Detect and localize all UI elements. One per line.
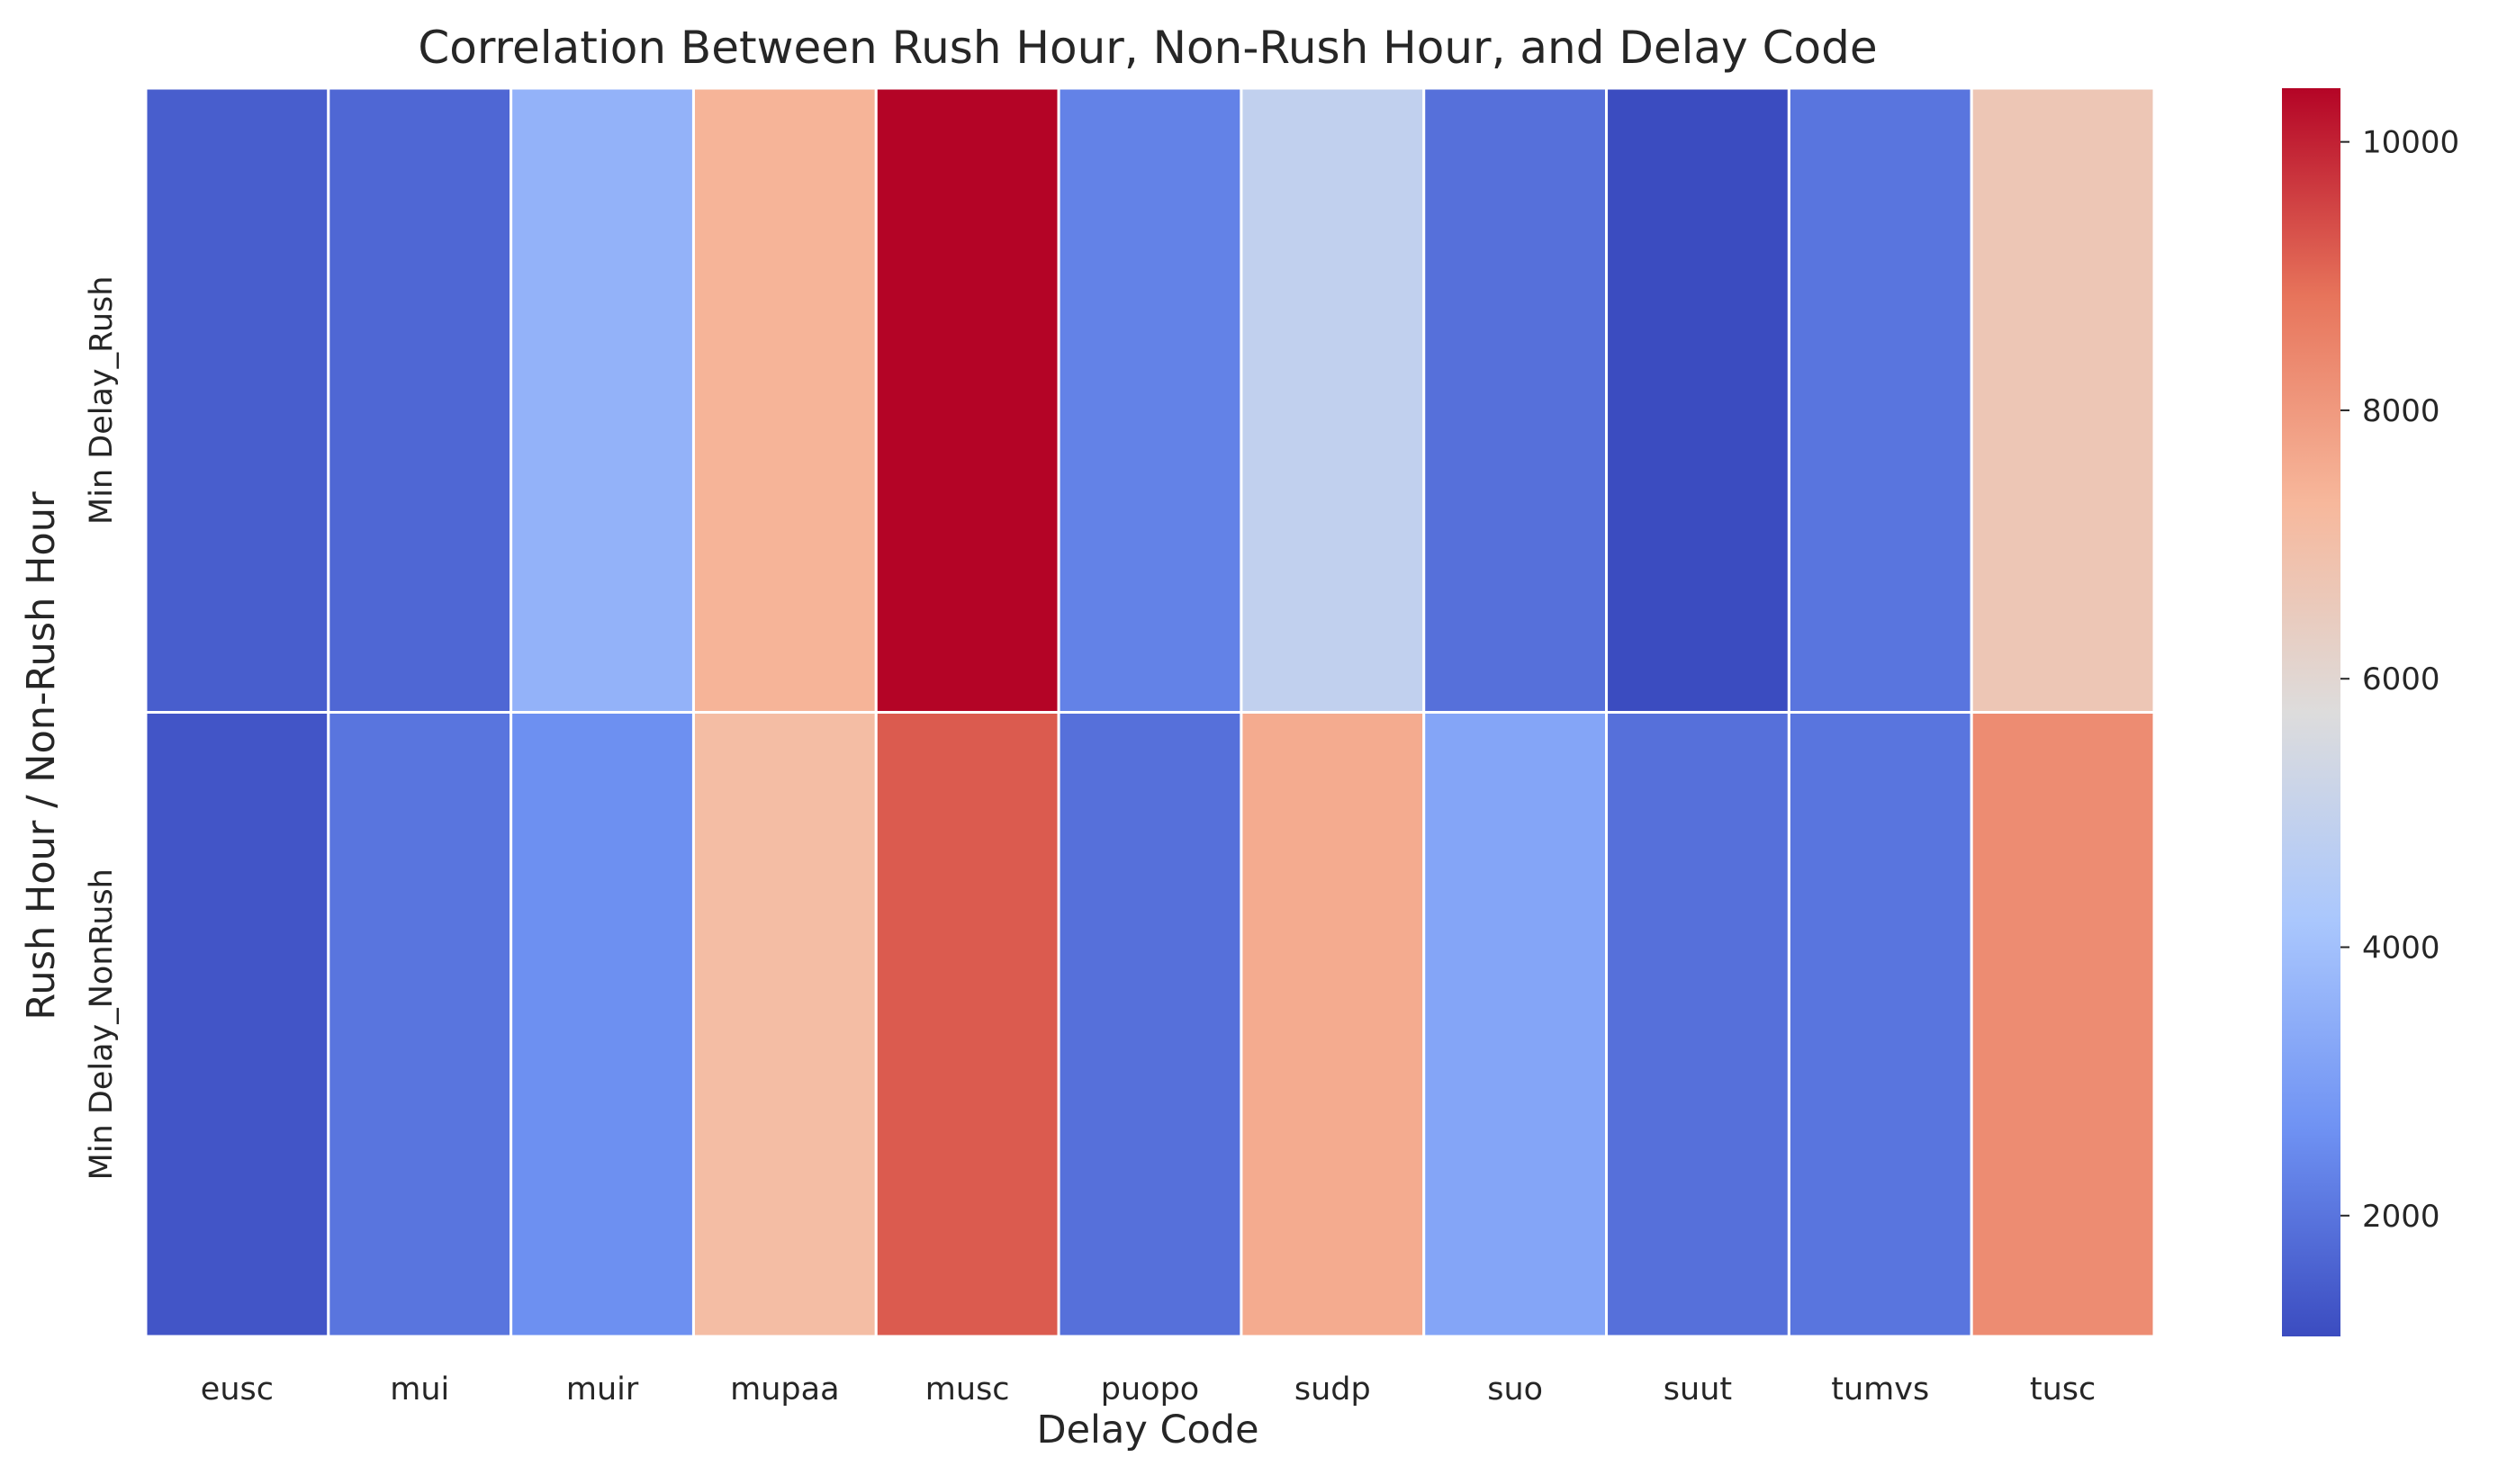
- colorbar-tick-label: 4000: [2362, 930, 2440, 966]
- heatmap-cells: [144, 86, 2156, 1338]
- colorbar-tick-label: 10000: [2362, 125, 2459, 161]
- heatmap-cell-min-delay_rush-eusc: [144, 86, 330, 714]
- colorbar-ticks: 2000 4000 6000 8000 10000: [2340, 125, 2459, 1235]
- x-tick-mupaa: mupaa: [730, 1372, 839, 1408]
- heatmap-cell-min-delay_rush-tumvs: [1787, 86, 1973, 714]
- y-tick-min-delay_rush: Min Delay_Rush: [84, 276, 120, 525]
- x-tick-suo: suo: [1487, 1372, 1543, 1408]
- heatmap-cell-min-delay_rush-tusc: [1970, 86, 2156, 714]
- y-tick-labels: Min Delay_Rush Min Delay_NonRush: [84, 276, 120, 1181]
- heatmap-cell-min-delay_nonrush-muir: [510, 711, 695, 1338]
- heatmap-cell-min-delay_rush-mupaa: [691, 86, 878, 714]
- x-tick-sudp: sudp: [1294, 1372, 1371, 1408]
- x-tick-tusc: tusc: [2030, 1372, 2096, 1408]
- heatmap-cell-min-delay_nonrush-mui: [327, 711, 513, 1338]
- heatmap-cell-min-delay_rush-musc: [874, 86, 1060, 714]
- heatmap-cell-min-delay_rush-muir: [510, 86, 695, 714]
- colorbar-tick-label: 8000: [2362, 393, 2440, 429]
- x-tick-tumvs: tumvs: [1831, 1372, 1929, 1408]
- x-axis-label: Delay Code: [1036, 1408, 1258, 1453]
- heatmap-cell-min-delay_nonrush-sudp: [1240, 711, 1426, 1338]
- x-tick-eusc: eusc: [201, 1372, 274, 1408]
- y-tick-min-delay_nonrush: Min Delay_NonRush: [84, 868, 120, 1180]
- x-tick-musc: musc: [925, 1372, 1010, 1408]
- chart-title: Correlation Between Rush Hour, Non-Rush …: [418, 22, 1877, 74]
- heatmap-cell-min-delay_nonrush-suo: [1422, 711, 1609, 1338]
- heatmap-cell-min-delay_nonrush-eusc: [144, 711, 330, 1338]
- colorbar-tick-label: 6000: [2362, 661, 2440, 697]
- colorbar-tick-label: 2000: [2362, 1199, 2440, 1235]
- heatmap-cell-min-delay_nonrush-suut: [1605, 711, 1790, 1338]
- x-tick-labels: eusc mui muir mupaa musc puopo sudp suo suut tumv…: [201, 1372, 2096, 1408]
- x-tick-suut: suut: [1664, 1372, 1732, 1408]
- x-tick-muir: muir: [566, 1372, 639, 1408]
- heatmap-cell-min-delay_nonrush-tumvs: [1787, 711, 1973, 1338]
- heatmap-cell-min-delay_rush-suut: [1605, 86, 1790, 714]
- heatmap-cell-min-delay_rush-mui: [327, 86, 513, 714]
- heatmap-cell-min-delay_nonrush-musc: [874, 711, 1060, 1338]
- y-axis-label: Rush Hour / Non-Rush Hour: [19, 491, 64, 1021]
- heatmap-cell-min-delay_rush-puopo: [1057, 86, 1243, 714]
- heatmap-cell-min-delay_nonrush-puopo: [1057, 711, 1243, 1338]
- x-tick-puopo: puopo: [1101, 1372, 1199, 1408]
- x-tick-mui: mui: [390, 1372, 449, 1408]
- heatmap-cell-min-delay_rush-suo: [1422, 86, 1609, 714]
- heatmap-cell-min-delay_nonrush-mupaa: [691, 711, 878, 1338]
- heatmap-cell-min-delay_nonrush-tusc: [1970, 711, 2156, 1338]
- colorbar: [2282, 88, 2340, 1336]
- heatmap-cell-min-delay_rush-sudp: [1240, 86, 1426, 714]
